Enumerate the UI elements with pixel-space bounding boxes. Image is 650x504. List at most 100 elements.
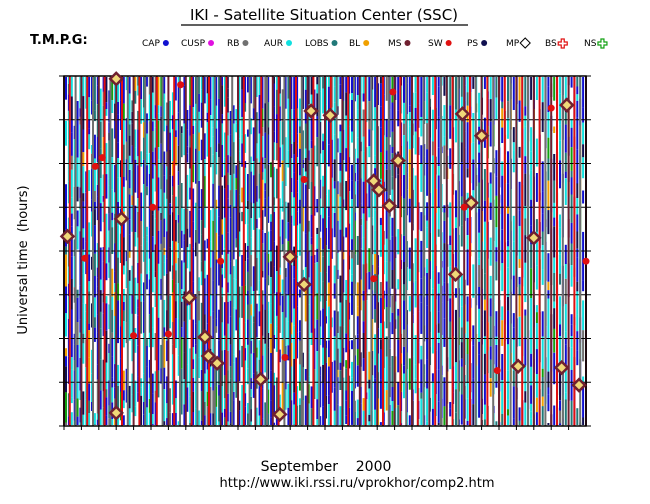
region-stripe bbox=[94, 225, 96, 254]
region-stripe bbox=[77, 399, 79, 417]
region-stripe bbox=[490, 317, 492, 347]
legend-marker-sw bbox=[446, 40, 452, 46]
region-stripe bbox=[519, 226, 521, 259]
region-stripe bbox=[420, 255, 422, 279]
region-stripe bbox=[565, 304, 567, 331]
region-stripe bbox=[542, 191, 544, 213]
region-stripe bbox=[88, 222, 90, 254]
region-stripe bbox=[345, 368, 347, 382]
region-stripe bbox=[467, 322, 469, 339]
region-stripe bbox=[513, 386, 515, 418]
region-stripe bbox=[105, 174, 107, 199]
region-stripe bbox=[334, 135, 336, 160]
region-stripe bbox=[82, 415, 84, 425]
region-stripe bbox=[287, 222, 289, 241]
region-stripe bbox=[363, 358, 365, 371]
region-stripe bbox=[322, 218, 324, 249]
region-stripe bbox=[553, 258, 555, 273]
region-stripe bbox=[519, 147, 521, 158]
region-stripe bbox=[391, 387, 393, 401]
region-stripe bbox=[490, 77, 492, 99]
region-stripe bbox=[328, 340, 330, 357]
region-stripe bbox=[559, 411, 561, 424]
region-stripe bbox=[71, 256, 73, 279]
region-stripe bbox=[94, 191, 96, 202]
region-stripe bbox=[117, 226, 119, 237]
region-stripe bbox=[65, 184, 67, 196]
region-stripe bbox=[409, 415, 411, 425]
region-stripe bbox=[461, 197, 463, 226]
region-stripe bbox=[426, 340, 428, 360]
region-stripe bbox=[426, 123, 428, 149]
region-stripe bbox=[501, 320, 503, 346]
region-stripe bbox=[293, 142, 295, 154]
region-stripe bbox=[82, 229, 84, 238]
region-stripe bbox=[299, 320, 301, 331]
region-stripe bbox=[571, 401, 573, 425]
region-stripe bbox=[513, 77, 515, 110]
region-stripe bbox=[426, 227, 428, 248]
region-stripe bbox=[363, 77, 365, 94]
region-stripe bbox=[542, 77, 544, 102]
region-stripe bbox=[559, 274, 561, 285]
region-stripe bbox=[432, 206, 434, 221]
region-stripe bbox=[565, 338, 567, 344]
region-stripe bbox=[513, 276, 515, 296]
region-stripe bbox=[357, 306, 359, 316]
region-stripe bbox=[105, 303, 107, 330]
region-stripe bbox=[524, 127, 526, 156]
region-stripe bbox=[357, 349, 359, 365]
region-stripe bbox=[449, 408, 451, 416]
region-stripe bbox=[339, 77, 341, 84]
legend-label-ps: PS bbox=[467, 39, 478, 49]
region-stripe bbox=[380, 379, 382, 409]
region-stripe bbox=[305, 149, 307, 158]
region-stripe bbox=[374, 77, 376, 107]
region-stripe bbox=[426, 273, 428, 306]
region-stripe bbox=[391, 401, 393, 411]
region-stripe bbox=[565, 264, 567, 279]
region-stripe bbox=[82, 202, 84, 229]
region-stripe bbox=[65, 423, 67, 426]
region-stripe bbox=[71, 197, 73, 213]
region-stripe bbox=[345, 92, 347, 115]
region-stripe bbox=[322, 77, 324, 89]
region-stripe bbox=[559, 423, 561, 425]
region-stripe bbox=[524, 366, 526, 392]
region-stripe bbox=[403, 284, 405, 300]
region-stripe bbox=[77, 298, 79, 322]
region-stripe bbox=[547, 423, 549, 425]
region-stripe bbox=[82, 238, 84, 250]
region-stripe bbox=[495, 98, 497, 120]
region-stripe bbox=[71, 77, 73, 97]
region-stripe bbox=[287, 99, 289, 131]
region-stripe bbox=[547, 210, 549, 234]
region-stripe bbox=[438, 117, 440, 148]
region-stripe bbox=[368, 208, 370, 217]
region-stripe bbox=[530, 332, 532, 354]
region-stripe bbox=[507, 101, 509, 118]
region-stripe bbox=[576, 315, 578, 332]
region-stripe bbox=[426, 77, 428, 93]
region-stripe bbox=[386, 137, 388, 150]
region-stripe bbox=[380, 422, 382, 425]
region-stripe bbox=[576, 408, 578, 425]
region-stripe bbox=[123, 289, 125, 302]
region-stripe bbox=[339, 183, 341, 197]
region-stripe bbox=[345, 77, 347, 92]
region-stripe bbox=[363, 398, 365, 411]
region-stripe bbox=[409, 358, 411, 389]
region-stripe bbox=[82, 391, 84, 414]
bs-crossing-marker bbox=[165, 331, 172, 338]
region-stripe bbox=[77, 211, 79, 227]
region-stripe bbox=[380, 323, 382, 339]
region-stripe bbox=[357, 400, 359, 419]
legend-marker-lobs bbox=[332, 40, 338, 46]
region-stripe bbox=[443, 243, 445, 250]
region-stripe bbox=[571, 370, 573, 379]
footer-url[interactable]: http://www.iki.rssi.ru/vprokhor/comp2.ht… bbox=[220, 476, 495, 491]
legend-marker-cap bbox=[163, 40, 169, 46]
region-stripe bbox=[328, 266, 330, 283]
region-stripe bbox=[397, 279, 399, 289]
region-stripe bbox=[357, 77, 359, 95]
